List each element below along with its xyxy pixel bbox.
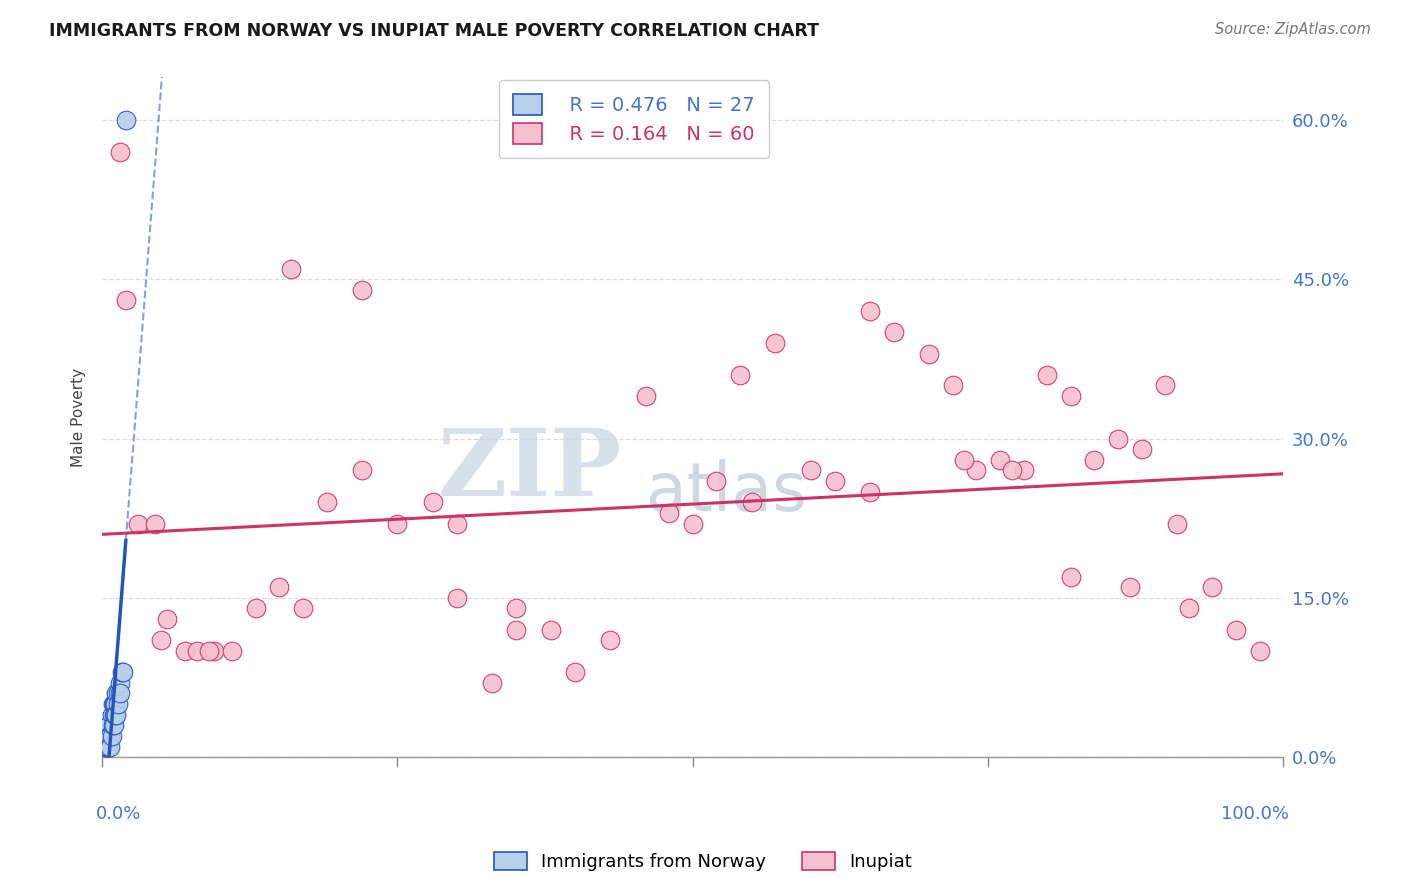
Point	[1249, 644, 1271, 658]
Point	[1001, 463, 1024, 477]
Point	[1130, 442, 1153, 457]
Point	[269, 580, 291, 594]
Point	[280, 261, 302, 276]
Text: 0.0%: 0.0%	[96, 805, 142, 823]
Point	[765, 335, 787, 350]
Point	[103, 718, 125, 732]
Point	[859, 484, 882, 499]
Point	[564, 665, 586, 680]
Point	[352, 463, 374, 477]
Point	[97, 739, 120, 754]
Point	[1083, 452, 1105, 467]
Point	[1178, 601, 1201, 615]
Point	[100, 707, 122, 722]
Point	[682, 516, 704, 531]
Point	[1166, 516, 1188, 531]
Point	[97, 729, 120, 743]
Legend:   R = 0.476   N = 27,   R = 0.164   N = 60: R = 0.476 N = 27, R = 0.164 N = 60	[499, 80, 769, 158]
Point	[127, 516, 149, 531]
Point	[292, 601, 315, 615]
Point	[1201, 580, 1223, 594]
Point	[186, 644, 208, 658]
Point	[658, 506, 681, 520]
Point	[859, 304, 882, 318]
Point	[93, 739, 115, 754]
Point	[315, 495, 337, 509]
Point	[942, 378, 965, 392]
Point	[741, 495, 763, 509]
Point	[1036, 368, 1059, 382]
Point	[883, 326, 905, 340]
Point	[387, 516, 409, 531]
Point	[197, 644, 219, 658]
Point	[114, 112, 136, 127]
Point	[634, 389, 657, 403]
Legend: Immigrants from Norway, Inupiat: Immigrants from Norway, Inupiat	[486, 845, 920, 879]
Point	[101, 718, 124, 732]
Point	[965, 463, 987, 477]
Point	[98, 729, 121, 743]
Point	[505, 601, 527, 615]
Point	[156, 612, 179, 626]
Point	[100, 739, 122, 754]
Point	[114, 293, 136, 308]
Point	[150, 633, 173, 648]
Point	[481, 676, 503, 690]
Point	[105, 707, 128, 722]
Point	[422, 495, 444, 509]
Point	[98, 718, 121, 732]
Point	[104, 697, 127, 711]
Point	[100, 729, 122, 743]
Text: ZIP: ZIP	[437, 425, 621, 516]
Point	[145, 516, 167, 531]
Point	[446, 516, 468, 531]
Text: 100.0%: 100.0%	[1222, 805, 1289, 823]
Point	[953, 452, 976, 467]
Point	[824, 474, 846, 488]
Point	[918, 346, 941, 360]
Point	[104, 707, 127, 722]
Text: Source: ZipAtlas.com: Source: ZipAtlas.com	[1215, 22, 1371, 37]
Point	[1012, 463, 1035, 477]
Point	[505, 623, 527, 637]
Point	[94, 739, 117, 754]
Point	[204, 644, 226, 658]
Point	[108, 676, 131, 690]
Point	[1060, 389, 1083, 403]
Point	[728, 368, 751, 382]
Point	[1225, 623, 1247, 637]
Point	[112, 665, 135, 680]
Text: atlas: atlas	[645, 458, 807, 524]
Point	[107, 686, 129, 700]
Point	[103, 707, 125, 722]
Text: IMMIGRANTS FROM NORWAY VS INUPIAT MALE POVERTY CORRELATION CHART: IMMIGRANTS FROM NORWAY VS INUPIAT MALE P…	[49, 22, 820, 40]
Point	[1060, 569, 1083, 583]
Point	[1154, 378, 1177, 392]
Point	[1119, 580, 1142, 594]
Point	[800, 463, 823, 477]
Y-axis label: Male Poverty: Male Poverty	[72, 368, 86, 467]
Point	[105, 686, 128, 700]
Point	[540, 623, 562, 637]
Point	[108, 686, 131, 700]
Point	[174, 644, 197, 658]
Point	[100, 729, 122, 743]
Point	[103, 697, 125, 711]
Point	[599, 633, 621, 648]
Point	[101, 697, 124, 711]
Point	[446, 591, 468, 605]
Point	[352, 283, 374, 297]
Point	[107, 697, 129, 711]
Point	[1107, 432, 1129, 446]
Point	[245, 601, 267, 615]
Point	[108, 145, 131, 159]
Point	[221, 644, 243, 658]
Point	[706, 474, 728, 488]
Point	[988, 452, 1011, 467]
Point	[96, 739, 118, 754]
Point	[111, 665, 134, 680]
